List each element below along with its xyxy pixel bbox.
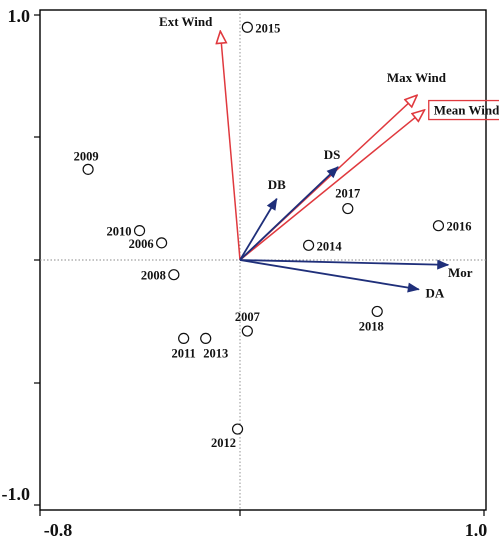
vector-ds bbox=[239, 166, 339, 261]
vector-arrows bbox=[220, 32, 450, 293]
vector-label-db: DB bbox=[268, 177, 286, 192]
vector-mean-wind bbox=[239, 111, 424, 261]
point-2015 bbox=[241, 21, 253, 33]
point-label-2013: 2013 bbox=[203, 346, 228, 360]
point-label-2017: 2017 bbox=[335, 187, 360, 201]
point-2018 bbox=[371, 305, 383, 318]
x-tick-label-left: -0.8 bbox=[44, 520, 73, 540]
point-2006 bbox=[156, 237, 168, 249]
vector-label-ds: DS bbox=[324, 147, 341, 162]
point-2014 bbox=[303, 239, 315, 251]
vector-ext-wind bbox=[220, 32, 241, 261]
point-label-2011: 2011 bbox=[171, 346, 195, 360]
point-label-2016: 2016 bbox=[446, 220, 471, 234]
chart-labels: Ext Wind Max Wind Mean Wind DS DB Mor DA 2015 20… bbox=[74, 14, 499, 450]
vector-label-mean-wind: Mean Wind bbox=[434, 103, 499, 118]
point-2008 bbox=[168, 269, 180, 281]
point-2012 bbox=[231, 423, 244, 435]
point-label-2015: 2015 bbox=[255, 21, 280, 35]
point-2010 bbox=[133, 225, 146, 237]
vector-label-ext-wind: Ext Wind bbox=[159, 14, 213, 29]
vector-label-max-wind: Max Wind bbox=[387, 70, 447, 85]
y-tick-label-bottom: -1.0 bbox=[2, 484, 31, 504]
point-2011 bbox=[178, 332, 190, 344]
vector-label-box-mean-wind bbox=[428, 99, 499, 121]
point-label-2008: 2008 bbox=[141, 269, 166, 283]
point-2007 bbox=[241, 325, 253, 337]
y-tick-label-top: 1.0 bbox=[8, 6, 31, 26]
vector-mor bbox=[239, 259, 450, 270]
axis-ticks bbox=[34, 14, 485, 516]
point-label-2009: 2009 bbox=[74, 149, 99, 163]
point-2013 bbox=[200, 332, 212, 344]
point-label-2006: 2006 bbox=[129, 237, 154, 251]
point-label-2007: 2007 bbox=[235, 310, 260, 324]
point-2016 bbox=[432, 220, 445, 232]
vector-label-da: DA bbox=[425, 285, 444, 300]
point-2009 bbox=[82, 163, 94, 175]
point-label-2018: 2018 bbox=[359, 319, 384, 333]
point-2017 bbox=[342, 202, 354, 215]
tick-labels: 1.0 -1.0 -0.8 1.0 bbox=[2, 6, 488, 540]
point-label-2014: 2014 bbox=[317, 239, 343, 253]
vector-label-mor: Mor bbox=[448, 265, 473, 280]
vector-da bbox=[239, 259, 420, 293]
point-label-2010: 2010 bbox=[107, 225, 132, 239]
x-tick-label-right: 1.0 bbox=[465, 520, 488, 540]
vector-db bbox=[239, 197, 278, 261]
point-label-2012: 2012 bbox=[211, 436, 236, 450]
sample-points bbox=[82, 21, 445, 435]
